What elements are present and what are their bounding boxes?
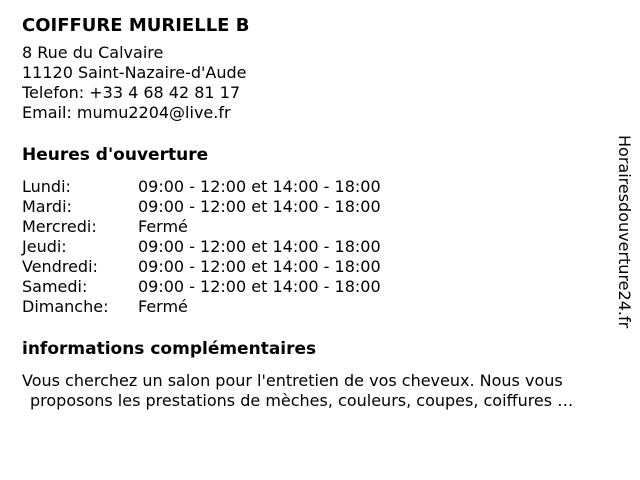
- hours-table: Lundi: 09:00 - 12:00 et 14:00 - 18:00 Ma…: [22, 177, 640, 317]
- email-line: Email: mumu2204@live.fr: [22, 103, 640, 123]
- info-line-2: proposons les prestations de mèches, cou…: [30, 391, 574, 410]
- day-label: Dimanche:: [22, 297, 109, 316]
- phone-line: Telefon: +33 4 68 42 81 17: [22, 83, 640, 103]
- day-label: Samedi:: [22, 277, 88, 296]
- info-heading: informations complémentaires: [22, 339, 317, 359]
- contact-block: 8 Rue du Calvaire 11120 Saint-Nazaire-d'…: [22, 43, 640, 123]
- day-hours: Fermé: [138, 217, 188, 236]
- day-hours: 09:00 - 12:00 et 14:00 - 18:00: [138, 277, 381, 296]
- day-label: Mercredi:: [22, 217, 97, 236]
- info-paragraph: Vous cherchez un salon pour l'entretien …: [22, 371, 640, 411]
- day-label: Vendredi:: [22, 257, 98, 276]
- day-hours: 09:00 - 12:00 et 14:00 - 18:00: [138, 237, 381, 256]
- day-hours: 09:00 - 12:00 et 14:00 - 18:00: [138, 257, 381, 276]
- phone-number: +33 4 68 42 81 17: [89, 83, 241, 102]
- email-address: mumu2204@live.fr: [76, 103, 231, 122]
- info-line-1: Vous cherchez un salon pour l'entretien …: [22, 371, 563, 390]
- hours-heading: Heures d'ouverture: [22, 145, 209, 165]
- day-hours: 09:00 - 12:00 et 14:00 - 18:00: [138, 197, 381, 216]
- hours-row: Mardi: 09:00 - 12:00 et 14:00 - 18:00: [22, 197, 640, 217]
- day-label: Jeudi:: [22, 237, 67, 256]
- day-label: Mardi:: [22, 197, 72, 216]
- hours-row: Vendredi: 09:00 - 12:00 et 14:00 - 18:00: [22, 257, 640, 277]
- hours-row: Jeudi: 09:00 - 12:00 et 14:00 - 18:00: [22, 237, 640, 257]
- hours-row: Samedi: 09:00 - 12:00 et 14:00 - 18:00: [22, 277, 640, 297]
- watermark-vertical-text: Horairesdouverture24.fr: [615, 135, 634, 329]
- email-label: Email:: [22, 103, 72, 122]
- phone-label: Telefon:: [22, 83, 85, 102]
- day-hours: 09:00 - 12:00 et 14:00 - 18:00: [138, 177, 381, 196]
- day-label: Lundi:: [22, 177, 71, 196]
- day-hours: Fermé: [138, 297, 188, 316]
- listing-content: COIFFURE MURIELLE B 8 Rue du Calvaire 11…: [22, 15, 640, 411]
- address-city: 11120 Saint-Nazaire-d'Aude: [22, 63, 247, 82]
- page-title: COIFFURE MURIELLE B: [22, 15, 250, 36]
- hours-row: Mercredi: Fermé: [22, 217, 640, 237]
- hours-row: Dimanche: Fermé: [22, 297, 640, 317]
- hours-row: Lundi: 09:00 - 12:00 et 14:00 - 18:00: [22, 177, 640, 197]
- address-street: 8 Rue du Calvaire: [22, 43, 164, 62]
